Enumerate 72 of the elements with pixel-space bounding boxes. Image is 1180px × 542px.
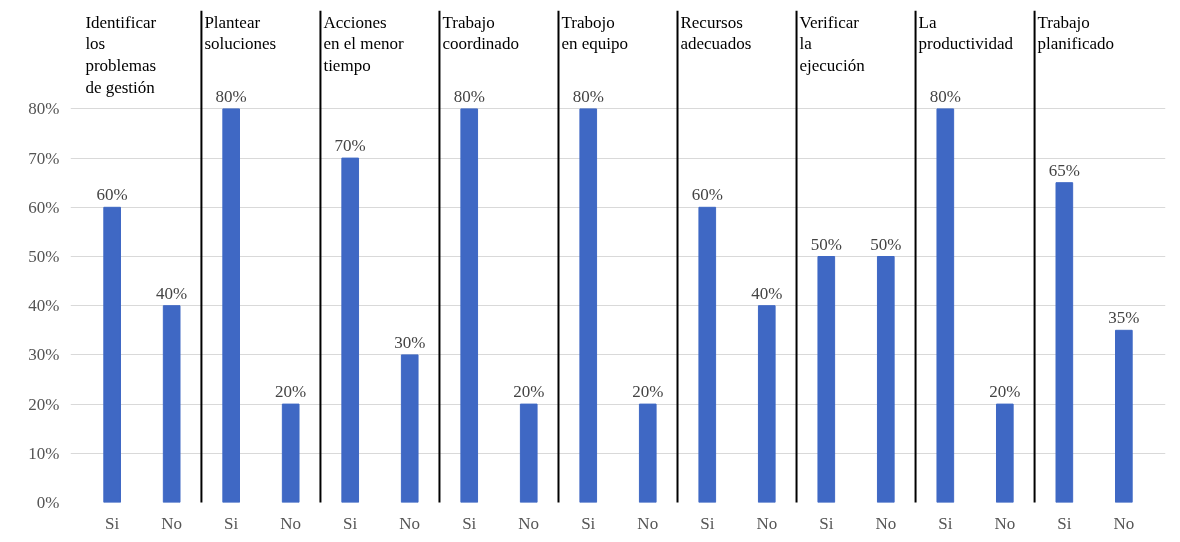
- x-tick-label: No: [637, 513, 659, 533]
- x-tick-label: No: [994, 513, 1016, 533]
- bar: [341, 157, 360, 503]
- y-tick-label: 60%: [28, 197, 60, 217]
- annotation: Recursos adecuados: [680, 12, 752, 54]
- x-tick-label: Si: [581, 513, 596, 533]
- bar: [1055, 182, 1074, 503]
- x-tick-label: No: [399, 513, 421, 533]
- annotation: Acciones en el menor tiempo: [323, 12, 404, 76]
- bar: [757, 305, 776, 503]
- data-label: 60%: [96, 185, 128, 205]
- data-label: 20%: [632, 382, 664, 402]
- bar: [817, 256, 836, 503]
- annotation: La productividad: [918, 12, 1014, 54]
- data-label: 35%: [1108, 308, 1140, 328]
- x-tick-label: No: [875, 513, 897, 533]
- x-tick-label: No: [161, 513, 183, 533]
- data-label: 20%: [513, 382, 545, 402]
- bar: [579, 108, 598, 503]
- bar: [400, 354, 419, 503]
- bar: [1115, 329, 1133, 503]
- annotation: Identificar los problemas de gestión: [85, 12, 157, 98]
- data-label: 40%: [156, 283, 188, 303]
- data-label: 40%: [751, 283, 783, 303]
- bar: [995, 403, 1014, 503]
- bar: [638, 403, 657, 503]
- data-label: 65%: [1048, 160, 1080, 180]
- annotation: Trabajo planificado: [1037, 12, 1115, 54]
- data-label: 20%: [989, 382, 1021, 402]
- bar: [162, 305, 181, 503]
- data-label: 80%: [572, 86, 604, 106]
- bar: [936, 108, 955, 503]
- data-label: 30%: [394, 332, 426, 352]
- y-tick-label: 70%: [28, 148, 60, 168]
- y-tick-label: 80%: [28, 99, 60, 119]
- y-tick-label: 50%: [28, 247, 60, 266]
- data-label: 80%: [453, 86, 485, 106]
- x-tick-label: Si: [224, 513, 239, 533]
- x-tick-label: Si: [343, 513, 358, 533]
- data-label: 60%: [691, 185, 723, 205]
- x-tick-label: Si: [1057, 513, 1072, 533]
- bar: [281, 403, 300, 503]
- bar: [698, 206, 717, 503]
- annotation: Trabojo en equipo: [561, 12, 629, 54]
- bar: [876, 256, 895, 503]
- bar: [103, 206, 121, 503]
- x-tick-label: Si: [700, 513, 715, 533]
- annotation: Verificar la ejecución: [799, 12, 866, 76]
- bar: [519, 403, 538, 503]
- x-tick-label: No: [518, 513, 540, 533]
- bar: [460, 108, 479, 503]
- data-label: 70%: [334, 136, 366, 156]
- x-tick-label: Si: [462, 513, 477, 533]
- annotation: Trabajo coordinado: [442, 12, 519, 54]
- y-tick-label: 20%: [28, 394, 60, 414]
- y-tick-label: 0%: [36, 493, 60, 512]
- data-label: 80%: [215, 86, 247, 106]
- data-label: 80%: [929, 86, 961, 106]
- data-label: 50%: [870, 234, 902, 254]
- data-label: 20%: [275, 382, 307, 402]
- x-tick-label: No: [756, 513, 778, 533]
- x-tick-label: Si: [938, 513, 953, 533]
- y-tick-label: 40%: [28, 296, 60, 316]
- x-tick-label: Si: [105, 513, 120, 533]
- annotation: Plantear soluciones: [204, 12, 277, 54]
- x-tick-label: Si: [819, 513, 834, 533]
- y-tick-label: 10%: [28, 443, 60, 463]
- y-tick-label: 30%: [28, 345, 60, 365]
- x-tick-label: No: [280, 513, 302, 533]
- bar: [222, 108, 241, 503]
- data-label: 50%: [810, 234, 842, 254]
- x-tick-label: No: [1113, 513, 1135, 533]
